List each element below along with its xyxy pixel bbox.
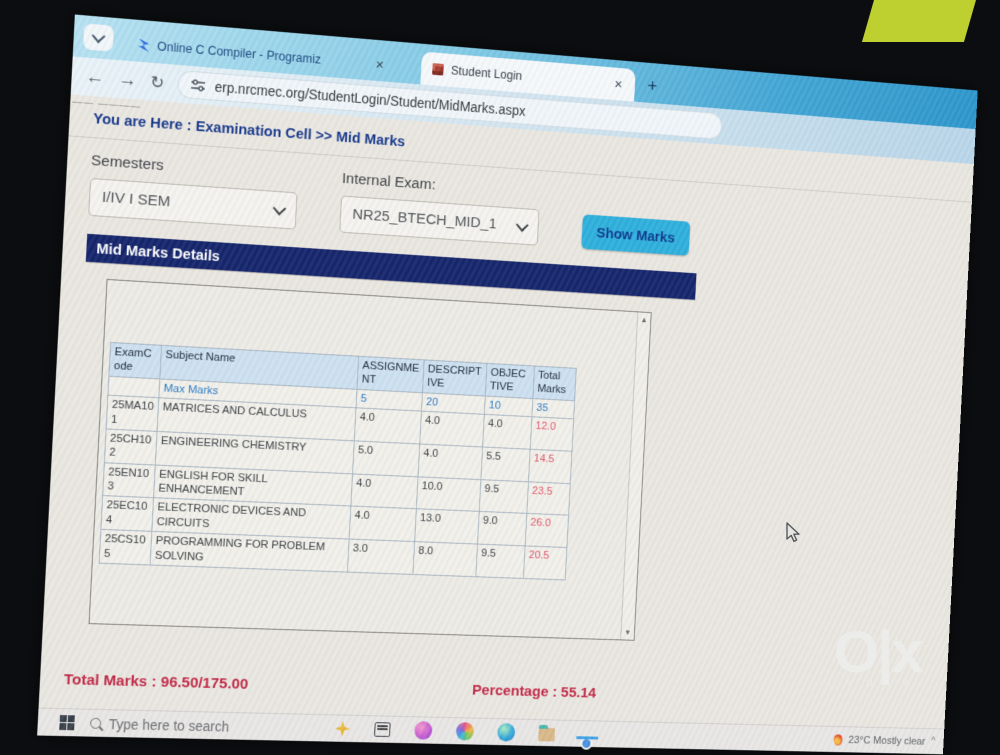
scroll-down-icon[interactable]: ▼	[623, 628, 632, 637]
edge-browser-icon[interactable]	[497, 722, 516, 742]
site-settings-icon[interactable]	[191, 79, 205, 92]
windows-start-icon[interactable]	[59, 715, 75, 731]
percentage-summary: Percentage : 55.14	[471, 682, 597, 702]
mouse-cursor-icon	[786, 522, 800, 543]
background-wall	[861, 0, 976, 42]
search-placeholder: Type here to search	[108, 715, 230, 735]
tab-search-button[interactable]	[83, 23, 114, 52]
olx-logo: O|x	[833, 620, 924, 685]
tray-expand-icon[interactable]: ^	[930, 736, 936, 747]
col-descriptive: DESCRIPTIVE	[422, 359, 487, 396]
scroll-up-icon[interactable]: ▲	[640, 315, 648, 325]
chevron-down-icon	[91, 29, 106, 44]
col-objective: OBJECTIVE	[485, 363, 535, 399]
copilot-sparkle-icon[interactable]	[335, 721, 351, 737]
close-icon[interactable]: ×	[375, 55, 385, 74]
descriptive-marks: 8.0	[412, 541, 478, 577]
marks-scroll-panel: ExamCode Subject Name ASSIGNMENT DESCRIP…	[88, 278, 652, 641]
weather-icon	[833, 733, 843, 746]
internal-exam-value: NR25_BTECH_MID_1	[352, 206, 498, 233]
objective-marks: 4.0	[482, 414, 532, 450]
descriptive-marks: 4.0	[418, 443, 483, 480]
total-marks: 12.0	[530, 416, 574, 452]
vertical-scrollbar[interactable]: ▲ ▼	[620, 312, 651, 640]
objective-marks: 9.0	[477, 511, 527, 547]
exam-code: 25CH102	[104, 428, 158, 465]
cell-blank	[107, 376, 160, 398]
col-assignment: ASSIGNMENT	[357, 356, 425, 393]
tab-label: Student Login	[450, 63, 523, 83]
task-view-icon[interactable]	[374, 722, 391, 738]
total-marks: 23.5	[526, 481, 571, 516]
olx-country-label: I N D I A	[828, 678, 916, 688]
programiz-favicon-icon	[138, 38, 149, 52]
address-bar[interactable]: erp.nrcmec.org/StudentLogin/Student/MidM…	[177, 69, 723, 140]
exam-code: 25EN103	[102, 462, 156, 499]
assignment-marks: 4.0	[350, 473, 419, 510]
objective-marks: 5.5	[480, 446, 531, 482]
laptop-screen: Online C Compiler - Programiz × Student …	[37, 14, 978, 755]
taskbar-search[interactable]: Type here to search	[89, 715, 275, 735]
assignment-marks: 3.0	[347, 539, 415, 575]
col-total-marks: Total Marks	[532, 366, 577, 401]
objective-marks: 9.5	[475, 544, 526, 579]
assignment-marks: 4.0	[354, 407, 422, 444]
weather-text: 23°C Mostly clear	[848, 734, 926, 747]
internal-exam-select[interactable]: NR25_BTECH_MID_1	[339, 195, 540, 246]
semester-value: I/IV I SEM	[101, 188, 171, 211]
reload-icon[interactable]: ↻	[149, 72, 165, 93]
chevron-down-icon	[515, 218, 529, 232]
assignment-marks: 4.0	[349, 506, 417, 542]
system-tray[interactable]: 23°C Mostly clear ^	[833, 733, 936, 747]
show-marks-button[interactable]: Show Marks	[581, 214, 690, 256]
subject-name: PROGRAMMING FOR PROBLEM SOLVING	[150, 531, 350, 572]
total-marks-summary: Total Marks : 96.50/175.00	[63, 671, 249, 693]
store-app-icon[interactable]	[414, 721, 433, 740]
descriptive-marks: 10.0	[416, 476, 481, 512]
photos-app-icon[interactable]	[455, 722, 475, 741]
search-icon	[89, 717, 102, 729]
descriptive-marks: 13.0	[414, 509, 480, 545]
exam-code: 25MA101	[106, 395, 159, 432]
exam-code: 25EC104	[100, 495, 154, 532]
active-app-indicator	[576, 735, 599, 740]
col-examcode: ExamCode	[108, 342, 162, 379]
chevron-down-icon	[272, 201, 287, 216]
new-tab-button[interactable]: +	[646, 76, 658, 97]
file-explorer-icon[interactable]	[538, 727, 556, 742]
olx-watermark: O|x I N D I A	[828, 620, 924, 689]
max-objective: 10	[484, 395, 533, 417]
semester-select[interactable]: I/IV I SEM	[88, 177, 298, 230]
student-login-favicon-icon	[432, 63, 444, 76]
mid-marks-table: ExamCode Subject Name ASSIGNMENT DESCRIP…	[99, 342, 577, 580]
forward-icon[interactable]: →	[117, 68, 138, 91]
assignment-marks: 5.0	[352, 440, 420, 477]
max-total: 35	[531, 398, 575, 419]
taskbar-icons	[334, 719, 599, 743]
browser-toolbar: ← → ↻ erp.nrcmec.org/StudentLogin/Studen…	[70, 56, 976, 165]
total-marks: 20.5	[523, 546, 567, 580]
close-icon[interactable]: ×	[614, 75, 623, 93]
descriptive-marks: 4.0	[419, 411, 485, 447]
back-icon[interactable]: ←	[85, 66, 105, 89]
total-marks: 14.5	[528, 449, 572, 484]
totals-row: Total Marks : 96.50/175.00 Percentage : …	[63, 671, 682, 708]
objective-marks: 9.5	[479, 479, 529, 514]
total-marks: 26.0	[525, 513, 569, 548]
exam-code: 25CS105	[99, 529, 152, 565]
